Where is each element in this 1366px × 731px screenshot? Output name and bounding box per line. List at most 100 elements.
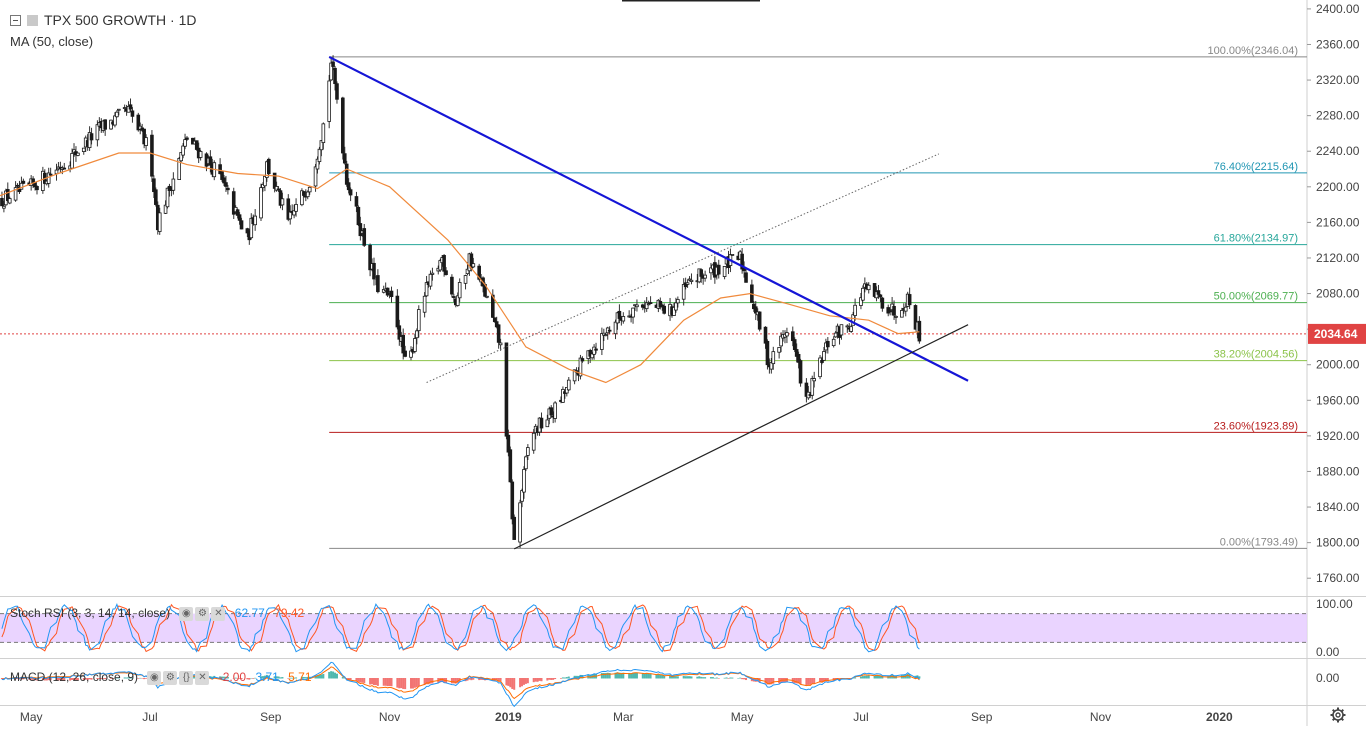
candle [397, 319, 402, 346]
time-tick-label: 2019 [495, 710, 522, 724]
candle-body [224, 182, 228, 187]
candle [300, 188, 304, 207]
symbol-title[interactable]: TPX 500 GROWTH · 1D [44, 12, 197, 28]
candle-body [566, 379, 571, 391]
macd-hist-bar [234, 677, 237, 679]
candle-body [397, 325, 402, 340]
candle-body [744, 272, 748, 283]
minus-square-icon[interactable] [10, 14, 21, 26]
candle [648, 296, 653, 305]
macd-hist-bar [807, 678, 810, 685]
macd-hist-bar [513, 678, 516, 690]
candle-body [722, 265, 727, 277]
gear-icon[interactable] [1330, 707, 1346, 723]
macd-hist-bar [505, 678, 508, 686]
candle-body [792, 339, 797, 351]
macd-hist-bar [573, 675, 576, 679]
macd-hist-bar [711, 677, 714, 679]
candle-body [438, 260, 443, 271]
macd-hist-bar [129, 677, 132, 679]
macd-hist-bar [404, 678, 407, 690]
macd-hist-bar [236, 678, 239, 679]
candle [526, 444, 530, 460]
eye-icon[interactable]: ◉ [179, 606, 194, 621]
candle [231, 187, 236, 220]
candle-body [549, 407, 554, 416]
candle [494, 316, 499, 329]
macd-hist-bar [548, 678, 551, 680]
candle-body [917, 320, 922, 342]
candle [880, 296, 885, 312]
candle-body [588, 349, 592, 357]
candle-body [880, 297, 885, 309]
candle-body [72, 149, 76, 153]
candle [358, 216, 363, 241]
macd-hist-bar [873, 675, 876, 679]
candle-body [851, 314, 855, 326]
candle-body [790, 331, 795, 342]
candle [165, 187, 170, 209]
candle [792, 337, 797, 353]
candle-body [235, 209, 240, 216]
candle-body [278, 190, 283, 206]
candle [455, 292, 460, 307]
candle-body [512, 516, 517, 540]
eye-icon[interactable]: ◉ [147, 670, 162, 685]
candle [839, 324, 844, 340]
close-icon[interactable]: ✕ [211, 606, 226, 621]
candle-body [613, 321, 618, 335]
candle [578, 354, 583, 380]
macd-hist-bar [682, 675, 685, 679]
price-tick-label: 1800.00 [1316, 536, 1360, 550]
candle [72, 143, 76, 157]
candle [876, 284, 881, 299]
last-price-label: 2034.64 [1314, 327, 1358, 341]
code-icon[interactable]: {} [179, 670, 194, 685]
macd-hist-bar [727, 678, 730, 679]
macd-hist-bar [696, 676, 699, 679]
price-tick-label: 2000.00 [1316, 358, 1360, 372]
candle-body [861, 287, 865, 301]
candle-body [822, 351, 826, 361]
price-tick-label: 1960.00 [1316, 393, 1360, 407]
macd-hist-bar [413, 678, 416, 688]
candle-body [237, 214, 242, 221]
macd-hist-bar [76, 678, 79, 681]
close-icon[interactable]: ✕ [195, 670, 210, 685]
macd-hist-bar [343, 677, 346, 679]
macd-hist-bar [606, 672, 609, 679]
macd-hist-bar [82, 678, 85, 680]
ma-label[interactable]: MA (50, close) [10, 34, 94, 49]
macd-hist-bar [616, 672, 619, 679]
candle [212, 160, 217, 181]
candle [566, 377, 571, 391]
macd-hist-bar [655, 674, 658, 679]
macd-hist-bar [361, 678, 364, 683]
candle [602, 328, 606, 341]
candle-body [763, 326, 768, 344]
candle [903, 303, 908, 317]
candle-body [319, 140, 324, 151]
macd-label[interactable]: MACD (12, 26, close, 9) [10, 670, 139, 684]
stoch-rsi-label[interactable]: Stoch RSI (3, 3, 14, 14, close) [10, 606, 171, 620]
candle-body [771, 351, 776, 365]
macd-hist-bar [289, 677, 292, 679]
macd-hist-bar [219, 676, 222, 679]
candle [442, 254, 446, 277]
candle [341, 96, 345, 160]
candle-body [900, 310, 904, 318]
gear-icon[interactable]: ⚙ [163, 670, 178, 685]
candle [177, 156, 182, 180]
gear-icon[interactable]: ⚙ [195, 606, 210, 621]
symbol-row: TPX 500 GROWTH · 1D [10, 10, 196, 30]
trendline-uptrend [513, 324, 969, 550]
candle [861, 285, 865, 302]
candle [103, 119, 107, 136]
macd-hist-bar [764, 678, 767, 684]
candle [518, 499, 522, 549]
fib-level-label: 61.80%(2134.97) [1214, 233, 1298, 245]
macd-hist-bar [396, 678, 399, 688]
candle [512, 514, 517, 540]
macd-hist-bar [511, 678, 514, 689]
macd-hist-bar [287, 678, 290, 679]
